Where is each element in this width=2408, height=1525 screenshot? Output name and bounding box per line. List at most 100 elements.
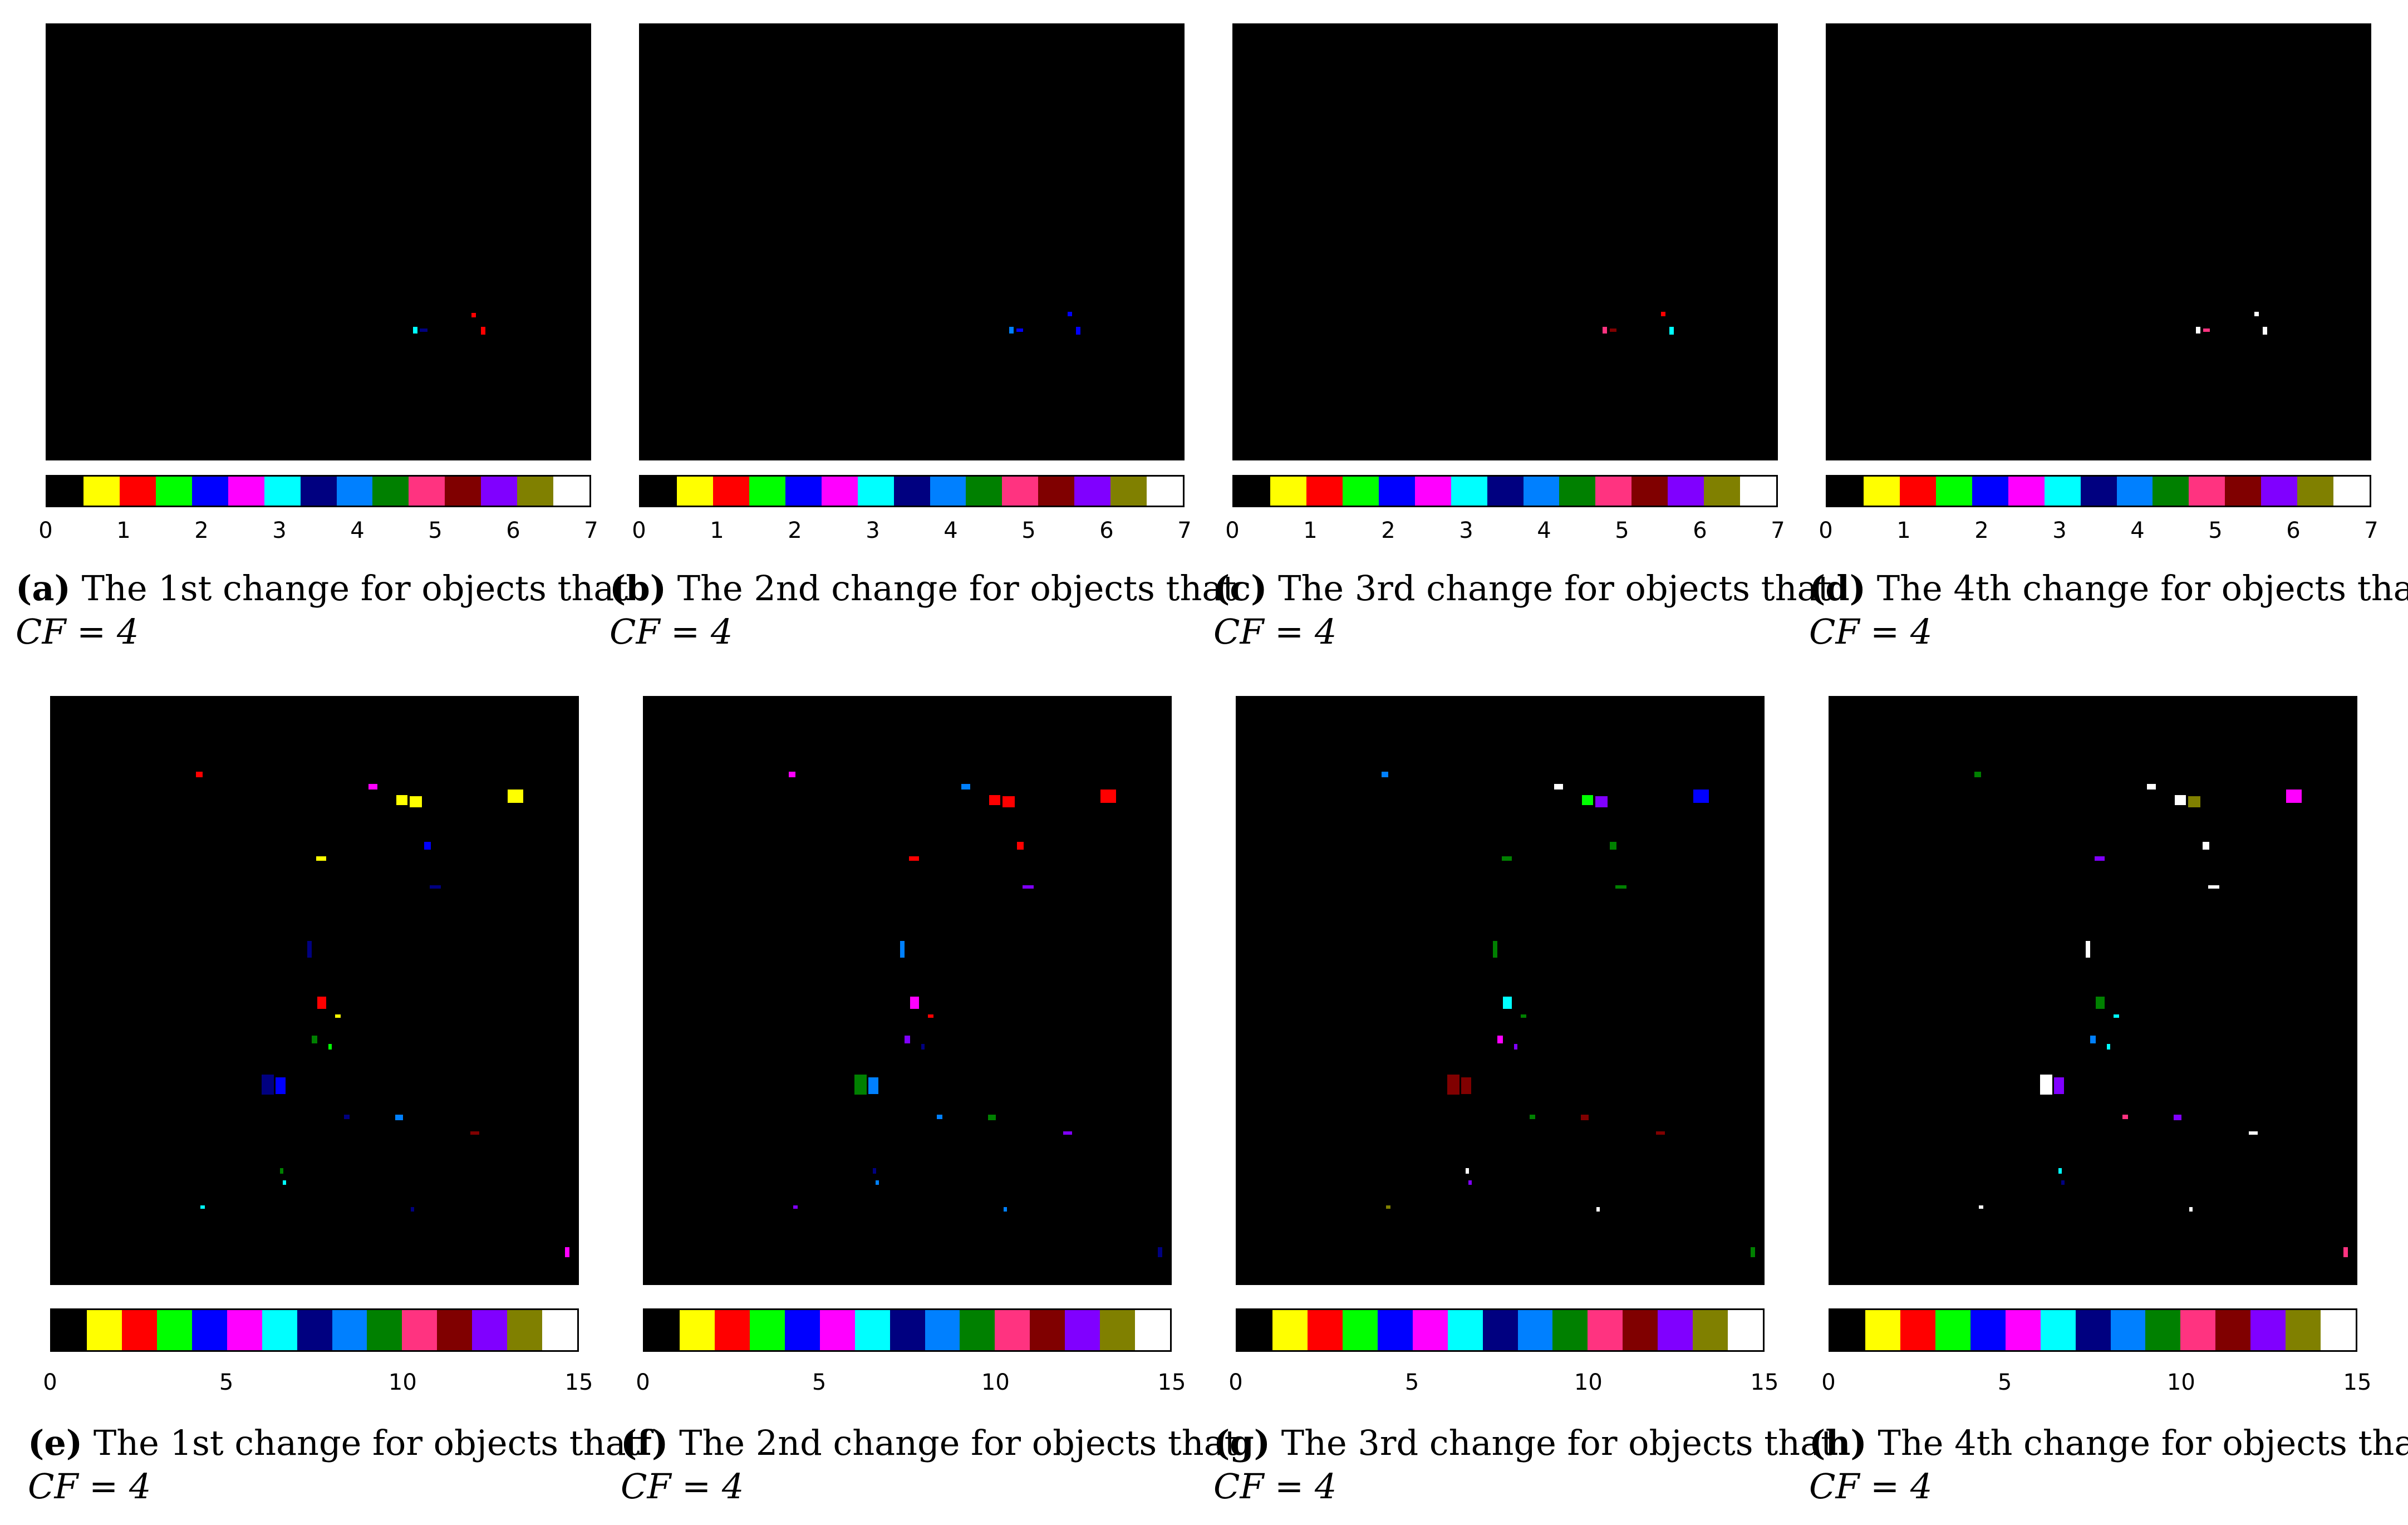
colorbar-swatch [995,1310,1030,1350]
colorbar-swatch [542,1310,578,1350]
caption: (b) The 2nd change for objects that CF =… [610,567,1236,654]
colorbar-swatch [297,1310,332,1350]
colorbar-tick-label: 6 [1693,518,1707,543]
colorbar-tick-label: 0 [1821,1370,1836,1395]
colorbar-swatch [2333,477,2370,506]
colorbar-swatch [300,477,337,506]
caption-text: The 2nd change for objects that [677,568,1237,609]
change-map-image [1826,23,2371,460]
caption-formula: CF = 4 [621,1466,744,1507]
colorbar-swatch [1002,477,1039,506]
colorbar-tick-label: 1 [710,518,724,543]
colorbar-swatch [1865,1310,1900,1350]
colorbar-swatch [1552,1310,1588,1350]
colorbar-swatch [372,477,409,506]
caption-text: The 4th change for objects that [1876,568,2408,609]
colorbar-swatch [119,477,156,506]
colorbar-tick-label: 5 [1615,518,1629,543]
colorbar-swatch [1306,477,1343,506]
colorbar-swatch [1412,1310,1448,1350]
colorbar [639,475,1185,507]
caption-letter: (f) [621,1423,669,1463]
colorbar-swatch [2075,1310,2111,1350]
colorbar-tick-label: 6 [1099,518,1114,543]
colorbar-swatch [1740,477,1777,506]
colorbar-tick-label: 3 [1459,518,1473,543]
caption-formula: CF = 4 [28,1466,151,1507]
change-map-image [639,23,1185,460]
colorbar-swatch [784,1310,820,1350]
colorbar-swatch [2005,1310,2041,1350]
colorbar-tick-label: 6 [506,518,520,543]
colorbar-tick-label: 3 [2052,518,2067,543]
colorbar-swatch [86,1310,122,1350]
colorbar-swatch [1972,477,2008,506]
colorbar-swatch [2110,1310,2146,1350]
change-map-objects [1382,772,1755,1257]
colorbar-swatch [1668,477,1704,506]
colorbar-swatch [2044,477,2081,506]
colorbar-swatch [1147,477,1183,506]
colorbar [1232,475,1778,507]
colorbar-swatch [819,1310,855,1350]
caption-formula: CF = 4 [610,611,733,652]
colorbar-swatch [1595,477,1632,506]
caption-letter: (h) [1809,1423,1867,1463]
colorbar-ticks: 0 5 10 15 [43,1370,593,1403]
colorbar-swatch [1234,477,1270,506]
colorbar-tick-label: 0 [1819,518,1833,543]
colorbar-ticks: 0 1 2 3 4 5 6 7 [632,518,1191,551]
colorbar-tick-label: 10 [1574,1370,1603,1395]
colorbar-swatch [1631,477,1668,506]
colorbar-tick-label: 0 [1228,1370,1243,1395]
caption-letter: (b) [610,568,667,609]
caption-formula: CF = 4 [1213,1466,1337,1507]
colorbar-swatch [507,1310,543,1350]
change-map-objects [196,772,569,1257]
caption-letter: (e) [28,1423,83,1463]
colorbar-tick-label: 4 [943,518,958,543]
change-map-objects [1603,312,1674,335]
change-map-image [1236,696,1765,1285]
colorbar-swatch [1588,1310,1623,1350]
colorbar-swatch [1307,1310,1343,1350]
colorbar-swatch [1342,1310,1378,1350]
colorbar-swatch [332,1310,367,1350]
colorbar-swatch [2040,1310,2076,1350]
colorbar-swatch [517,477,554,506]
colorbar-swatch [1030,1310,1065,1350]
colorbar-swatch [1523,477,1560,506]
colorbar-tick-label: 0 [1225,518,1240,543]
colorbar-swatch [52,1310,87,1350]
colorbar-swatch [1704,477,1741,506]
colorbar-tick-label: 15 [564,1370,593,1395]
colorbar-swatch [893,477,930,506]
colorbar-swatch [191,1310,227,1350]
colorbar-swatch [1342,477,1379,506]
change-map-image [643,696,1172,1285]
colorbar-swatch [1899,477,1936,506]
colorbar-ticks: 0 1 2 3 4 5 6 7 [38,518,598,551]
colorbar-tick-label: 10 [2166,1370,2195,1395]
colorbar-tick-label: 5 [219,1370,234,1395]
colorbar-swatch [155,477,192,506]
caption: (c) The 3rd change for objects that CF =… [1213,567,1831,654]
caption-formula: CF = 4 [1809,1466,1933,1507]
caption-text: The 2nd change for objects that [679,1423,1239,1463]
change-map-image [1829,696,2357,1285]
colorbar-swatch [1693,1310,1728,1350]
colorbar-swatch [2116,477,2153,506]
colorbar [46,475,591,507]
colorbar-swatch [2189,477,2225,506]
colorbar-swatch [437,1310,473,1350]
colorbar-tick-label: 15 [1750,1370,1779,1395]
colorbar-swatch [712,477,749,506]
colorbar-swatch [890,1310,925,1350]
colorbar-tick-label: 1 [116,518,131,543]
colorbar-swatch [749,477,785,506]
colorbar-swatch [1074,477,1111,506]
colorbar-swatch [1272,1310,1308,1350]
colorbar-swatch [2261,477,2298,506]
colorbar-tick-label: 2 [194,518,209,543]
colorbar-swatch [1728,1310,1763,1350]
